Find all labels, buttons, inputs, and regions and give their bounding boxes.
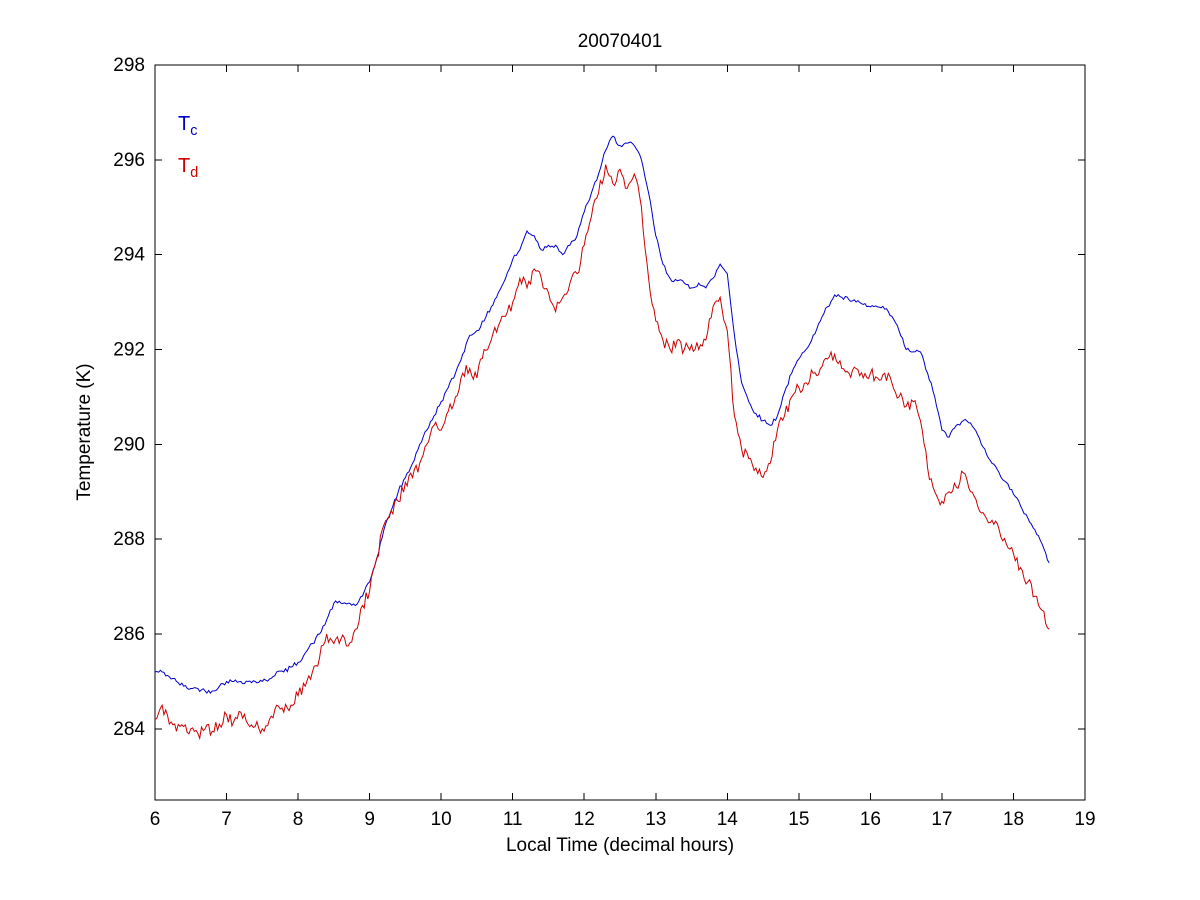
y-tick-label: 288: [113, 529, 145, 550]
x-axis-label: Local Time (decimal hours): [505, 835, 735, 856]
x-tick-label: 7: [221, 809, 232, 830]
legend-sub-tc: c: [190, 123, 198, 139]
y-tick-label: 290: [113, 434, 145, 455]
axes-box: [154, 64, 1086, 801]
legend-label-td: T: [178, 155, 191, 177]
x-tick-label: 11: [503, 809, 523, 830]
x-tick-label: 8: [293, 809, 304, 830]
legend-sub-td: d: [190, 165, 199, 181]
series-line-Td: [154, 164, 1050, 741]
x-tick-label: 17: [931, 809, 952, 830]
legend-entry-td: Td: [178, 155, 198, 181]
y-tick-label: 296: [113, 150, 145, 171]
chart-title: 20070401: [577, 31, 663, 52]
x-tick-label: 13: [645, 809, 666, 830]
x-tick-label: 19: [1074, 809, 1095, 830]
x-tick-label: 9: [364, 809, 375, 830]
x-tick-label: 6: [150, 809, 161, 830]
x-tick-label: 15: [788, 809, 809, 830]
y-tick-label: 286: [113, 624, 145, 645]
legend-label-tc: T: [178, 113, 191, 135]
y-tick-label: 294: [113, 245, 145, 266]
x-tick-label: 14: [717, 809, 739, 830]
x-tick-label: 10: [431, 809, 452, 830]
series-line-Tc: [154, 135, 1050, 695]
legend-entry-tc: Tc: [178, 113, 197, 139]
x-tick-label: 18: [1003, 809, 1024, 830]
y-tick-label: 284: [113, 719, 145, 740]
x-tick-label: 12: [574, 809, 595, 830]
x-tick-label: 16: [860, 809, 881, 830]
y-tick-label: 298: [113, 55, 145, 76]
y-axis-label: Temperature (K): [74, 363, 95, 501]
y-tick-label: 292: [113, 340, 145, 361]
